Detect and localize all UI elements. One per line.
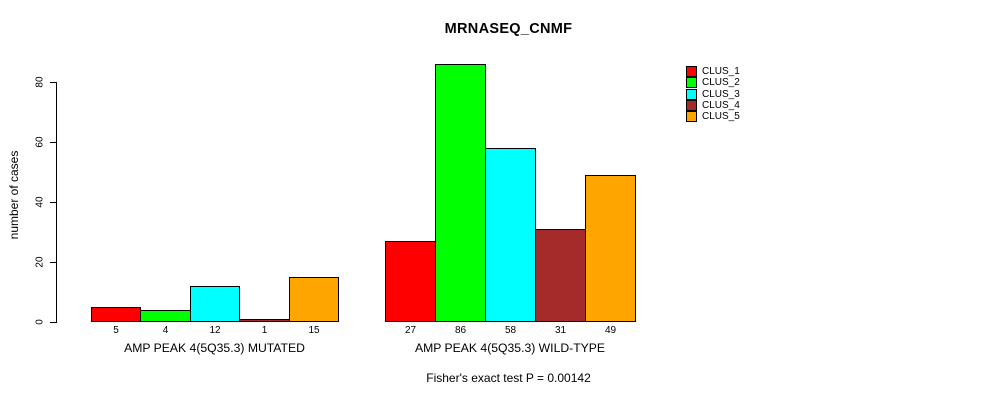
y-tick-label: 20 <box>34 256 46 268</box>
bar-clus_2 <box>140 310 191 322</box>
y-axis-label: number of cases <box>7 150 21 240</box>
bar-clus_2 <box>435 64 486 322</box>
annotation-text: Fisher's exact test P = 0.00142 <box>426 371 591 385</box>
bar-value-label: 86 <box>454 325 467 336</box>
bar-clus_1 <box>385 241 436 322</box>
legend-swatch-clus_2 <box>686 77 697 88</box>
bar-clus_5 <box>289 277 339 322</box>
bar-clus_5 <box>585 175 636 322</box>
chart-title: MRNASEQ_CNMF <box>444 21 573 37</box>
group-label: AMP PEAK 4(5Q35.3) MUTATED <box>124 341 305 355</box>
y-tick-label: 60 <box>34 136 46 148</box>
legend-label: CLUS_2 <box>702 77 740 88</box>
legend-label: CLUS_4 <box>702 100 740 111</box>
legend-label: CLUS_1 <box>702 66 740 77</box>
bar-value-label: 15 <box>308 325 320 336</box>
bar-clus_1 <box>91 307 141 322</box>
legend-swatch-clus_4 <box>686 100 697 111</box>
legend-swatch-clus_5 <box>686 111 697 122</box>
legend-swatch-clus_3 <box>686 89 697 100</box>
y-tick-mark <box>50 322 56 323</box>
bar-value-label: 58 <box>504 325 517 336</box>
bar-value-label: 4 <box>162 325 169 336</box>
legend-label: CLUS_3 <box>702 89 740 100</box>
group-label: AMP PEAK 4(5Q35.3) WILD-TYPE <box>414 341 606 355</box>
bar-value-label: 27 <box>404 325 417 336</box>
legend-label: CLUS_5 <box>702 111 740 122</box>
y-tick-mark <box>50 82 56 83</box>
y-tick-label: 80 <box>34 76 46 88</box>
y-tick-mark <box>50 262 56 263</box>
y-tick-mark <box>50 142 56 143</box>
bar-clus_3 <box>190 286 240 322</box>
bar-clus_4 <box>239 319 290 322</box>
y-tick-mark <box>50 202 56 203</box>
bar-value-label: 5 <box>113 325 119 336</box>
bar-clus_4 <box>535 229 586 322</box>
bar-clus_3 <box>485 148 536 322</box>
y-axis-line <box>56 82 57 323</box>
legend-swatch-clus_1 <box>686 66 697 77</box>
bar-value-label: 12 <box>209 325 221 336</box>
bar-value-label: 31 <box>554 325 567 336</box>
y-tick-label: 40 <box>34 196 46 208</box>
y-tick-label: 0 <box>34 319 46 325</box>
bar-value-label: 1 <box>261 325 268 336</box>
bar-value-label: 49 <box>604 325 617 336</box>
